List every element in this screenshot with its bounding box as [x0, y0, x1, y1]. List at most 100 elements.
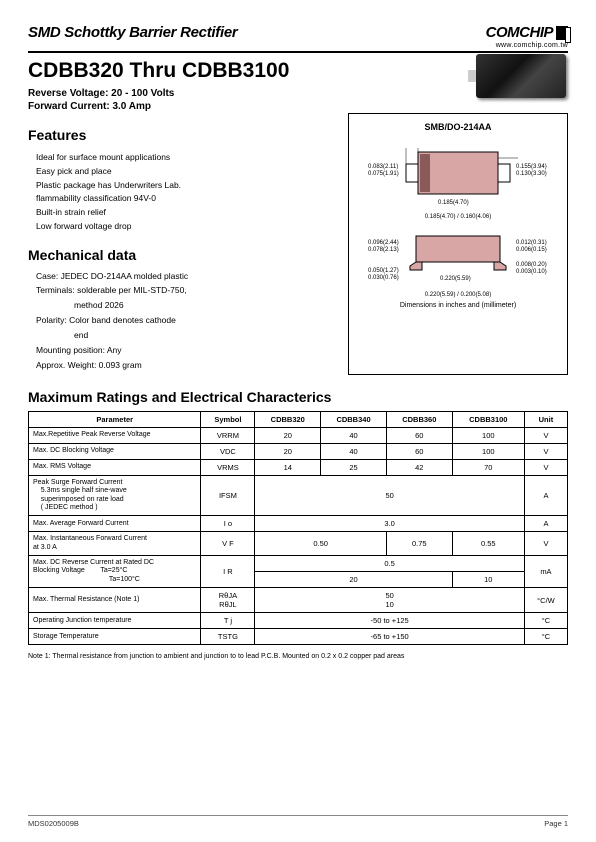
table-row: Operating Junction temperatureT j-50 to … [29, 613, 568, 629]
mech-term: Terminals: solderable per MIL-STD-750, [36, 285, 334, 297]
dim: 0.160(4.06) [461, 214, 492, 220]
table-row: Storage TemperatureTSTG-65 to +150°C [29, 629, 568, 645]
dim: 0.220(5.59) [440, 276, 471, 282]
dim: 0.220(5.59) [425, 292, 456, 298]
component-image [476, 54, 566, 98]
col-unit: Unit [524, 411, 567, 427]
package-box: SMB/DO-214AA 0.083(2.11) 0.075(1.91) 0.1… [348, 113, 568, 375]
cell-val: 10 [452, 572, 524, 588]
pkg-top-view: 0.083(2.11) 0.075(1.91) 0.155(3.94) 0.13… [358, 138, 558, 208]
cell-val: 70 [452, 459, 524, 475]
cell-symbol: V F [201, 532, 255, 556]
dim: 0.096(2.44) [368, 240, 399, 246]
cell-unit: V [524, 427, 567, 443]
package-title: SMB/DO-214AA [355, 122, 561, 132]
cell-span: 50 [255, 475, 525, 516]
dim: 0.200(5.08) [461, 292, 492, 298]
dim: 0.083(2.11) [368, 164, 398, 170]
cell-val: 20 [255, 572, 452, 588]
cell-val: 60 [386, 443, 452, 459]
mech-weight: Approx. Weight: 0.093 gram [36, 360, 334, 372]
cell-val: 20 [255, 427, 321, 443]
cell-span: 3.0 [255, 516, 525, 532]
package-diagram: 0.083(2.11) 0.075(1.91) 0.155(3.94) 0.13… [355, 138, 561, 298]
cell-symbol: T j [201, 613, 255, 629]
cell-symbol: IFSM [201, 475, 255, 516]
ratings-table: Parameter Symbol CDBB320 CDBB340 CDBB360… [28, 411, 568, 646]
cell-unit: mA [524, 556, 567, 588]
cell-val: 14 [255, 459, 321, 475]
table-row: Max. DC Reverse Current at Rated DCBlock… [29, 556, 568, 572]
feature-item: flammability classification 94V-0 [36, 192, 334, 205]
feature-item: Low forward voltage drop [36, 220, 334, 233]
mech-heading: Mechanical data [28, 247, 334, 263]
logo: COMCHIP www.comchip.com.tw [486, 24, 568, 49]
ratings-heading: Maximum Ratings and Electrical Character… [28, 389, 568, 405]
dim: 0.003(0.10) [516, 269, 547, 275]
forward-current: Forward Current: 3.0 Amp [28, 100, 568, 113]
cell-symbol: I o [201, 516, 255, 532]
dim: 0.185(4.70) [438, 200, 469, 206]
header: SMD Schottky Barrier Rectifier COMCHIP w… [28, 24, 568, 53]
cell-param: Max. Thermal Resistance (Note 1) [29, 588, 201, 613]
cell-param: Storage Temperature [29, 629, 201, 645]
feature-item: Plastic package has Underwriters Lab. [36, 179, 334, 192]
feature-item: Ideal for surface mount applications [36, 151, 334, 164]
logo-text: COMCHIP [486, 24, 568, 41]
cell-symbol: RθJARθJL [201, 588, 255, 613]
dim-note: Dimensions in inches and (millimeter) [355, 302, 561, 309]
cell-span: 0.5 [255, 556, 525, 572]
mech-pol: Polarity: Color band denotes cathode [36, 315, 334, 327]
cell-unit: A [524, 475, 567, 516]
cell-unit: V [524, 532, 567, 556]
dim-line: 0.185(4.70) / 0.160(4.06) [425, 214, 491, 220]
table-row: Max. Instantaneous Forward Currentat 3.0… [29, 532, 568, 556]
cell-span: 5010 [255, 588, 525, 613]
cell-param: Peak Surge Forward Current 5.3ms single … [29, 475, 201, 516]
page-num: Page 1 [544, 819, 568, 828]
mech-list: Case: JEDEC DO-214AA molded plastic Term… [28, 271, 334, 372]
logo-icon [556, 26, 568, 40]
pkg-side-view: 0.096(2.44) 0.078(2.13) 0.050(1.27) 0.03… [358, 226, 558, 286]
note-1: Note 1: Thermal resistance from junction… [28, 653, 568, 660]
cell-val: 40 [321, 443, 387, 459]
cell-unit: V [524, 459, 567, 475]
cell-val: 40 [321, 427, 387, 443]
dim: 0.012(0.31) [516, 240, 547, 246]
doc-code: MDS0205009B [28, 819, 79, 828]
cell-span: -65 to +150 [255, 629, 525, 645]
mech-mount: Mounting position: Any [36, 345, 334, 357]
cell-param: Max. Instantaneous Forward Currentat 3.0… [29, 532, 201, 556]
col-p4: CDBB3100 [452, 411, 524, 427]
dim: 0.130(3.30) [516, 171, 547, 177]
features-heading: Features [28, 127, 334, 143]
cell-unit: A [524, 516, 567, 532]
cell-val: 0.75 [386, 532, 452, 556]
dim: 0.075(1.91) [368, 171, 399, 177]
cell-val: 60 [386, 427, 452, 443]
dim: 0.078(2.13) [368, 247, 399, 253]
cell-param: Max.Repetitive Peak Reverse Voltage [29, 427, 201, 443]
mech-pol2: end [36, 330, 334, 342]
cell-symbol: VRMS [201, 459, 255, 475]
cell-val: 100 [452, 427, 524, 443]
cell-symbol: VRRM [201, 427, 255, 443]
cell-symbol: VDC [201, 443, 255, 459]
dim: 0.050(1.27) [368, 268, 399, 274]
dim: 0.006(0.15) [516, 247, 547, 253]
cell-val: 0.50 [255, 532, 387, 556]
cell-param: Operating Junction temperature [29, 613, 201, 629]
dim-line: 0.220(5.59) / 0.200(5.08) [425, 292, 491, 298]
cell-val: 25 [321, 459, 387, 475]
cell-param: Max. Average Forward Current [29, 516, 201, 532]
cell-param: Max. DC Reverse Current at Rated DCBlock… [29, 556, 201, 588]
cell-unit: V [524, 443, 567, 459]
mech-case: Case: JEDEC DO-214AA molded plastic [36, 271, 334, 283]
table-row: Peak Surge Forward Current 5.3ms single … [29, 475, 568, 516]
table-row: Max. DC Blocking VoltageVDC204060100V [29, 443, 568, 459]
dim: 0.155(3.94) [516, 164, 547, 170]
table-header-row: Parameter Symbol CDBB320 CDBB340 CDBB360… [29, 411, 568, 427]
doc-title: SMD Schottky Barrier Rectifier [28, 24, 237, 41]
cell-unit: °C [524, 629, 567, 645]
col-p3: CDBB360 [386, 411, 452, 427]
